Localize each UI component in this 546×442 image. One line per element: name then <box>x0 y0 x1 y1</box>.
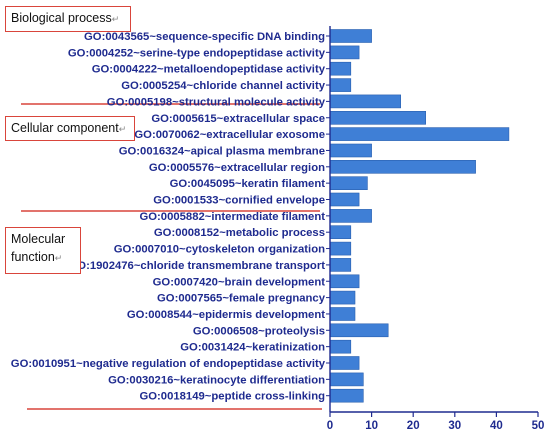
x-tick-label: 20 <box>407 420 420 432</box>
category-label: GO:0005198~structural molecule activity <box>107 96 326 108</box>
category-label: GO:0070062~extracellular exosome <box>134 129 325 141</box>
x-tick-label: 10 <box>365 420 378 432</box>
x-tick-label: 40 <box>490 420 503 432</box>
section-label-biological-process-text: Biological process <box>11 11 112 25</box>
bar <box>329 61 352 76</box>
bar <box>329 160 476 174</box>
bar <box>329 111 426 125</box>
category-label: GO:0005882~intermediate filament <box>139 211 325 223</box>
category-label: GO:0005615~extracellular space <box>151 113 325 125</box>
category-label: GO:0001533~cornified envelope <box>153 195 325 207</box>
section-label-cellular-component: Cellular component↵ <box>5 116 135 141</box>
bar <box>329 127 510 141</box>
category-label: GO:0043565~sequence-specific DNA binding <box>84 31 325 43</box>
category-label: GO:0030216~keratinocyte differentiation <box>108 374 325 386</box>
bar <box>329 29 372 43</box>
category-label: GO:0007565~female pregnancy <box>157 293 326 305</box>
category-label: GO:1902476~chloride transmembrane transp… <box>69 260 326 272</box>
category-label: GO:0031424~keratinization <box>180 342 325 354</box>
category-label: GO:0004252~serine-type endopeptidase act… <box>68 47 326 59</box>
category-label: GO:0006508~proteolysis <box>193 325 325 337</box>
category-label: GO:0005254~chloride channel activity <box>121 80 325 92</box>
bar <box>329 388 364 403</box>
section-label-molecular-function-line1: Molecular <box>11 232 66 246</box>
bar <box>329 356 360 370</box>
bar <box>329 323 389 338</box>
bar <box>329 176 368 190</box>
bar <box>329 143 372 158</box>
bar <box>329 372 364 387</box>
section-label-molecular-function-line2: function <box>11 250 55 264</box>
category-label: GO:0007420~brain development <box>153 276 326 288</box>
category-label: GO:0005576~extracellular region <box>149 162 325 174</box>
category-label: GO:0045095~keratin filament <box>170 178 326 190</box>
return-mark-icon: ↵ <box>118 124 127 134</box>
return-mark-icon: ↵ <box>111 14 120 24</box>
bar <box>329 290 356 305</box>
bar <box>329 339 352 354</box>
bar <box>329 192 360 207</box>
bar <box>329 307 356 321</box>
bar <box>329 225 352 239</box>
bar <box>329 78 352 92</box>
bar <box>329 241 352 256</box>
category-label: GO:0008152~metabolic process <box>154 227 325 239</box>
x-tick-label: 50 <box>532 420 545 432</box>
category-label: GO:0016324~apical plasma membrane <box>119 146 325 158</box>
bar <box>329 45 360 60</box>
bar <box>329 258 352 272</box>
section-label-cellular-component-text: Cellular component <box>11 121 119 135</box>
bar <box>329 274 360 289</box>
x-tick-label: 30 <box>448 420 461 432</box>
return-mark-icon: ↵ <box>54 253 63 263</box>
category-label: GO:0007010~cytoskeleton organization <box>114 244 325 256</box>
category-label: GO:0018149~peptide cross-linking <box>139 391 325 403</box>
x-tick-label: 0 <box>327 420 333 432</box>
category-label: GO:0004222~metalloendopeptidase activity <box>92 64 326 76</box>
category-label: GO:0008544~epidermis development <box>127 309 325 321</box>
section-label-biological-process: Biological process↵ <box>5 6 131 32</box>
section-label-molecular-function: Molecular function↵ <box>5 227 81 274</box>
category-label: GO:0010951~negative regulation of endope… <box>11 358 326 370</box>
bar <box>329 94 401 109</box>
bar <box>329 209 372 223</box>
